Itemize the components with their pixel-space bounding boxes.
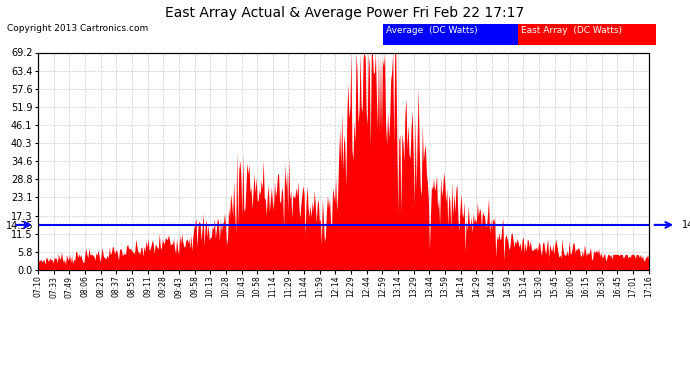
Text: Average  (DC Watts): Average (DC Watts) [386,26,478,35]
Text: East Array  (DC Watts): East Array (DC Watts) [521,26,622,35]
Text: East Array Actual & Average Power Fri Feb 22 17:17: East Array Actual & Average Power Fri Fe… [166,6,524,20]
Text: 14.35: 14.35 [682,220,690,230]
Text: Copyright 2013 Cartronics.com: Copyright 2013 Cartronics.com [7,24,148,33]
